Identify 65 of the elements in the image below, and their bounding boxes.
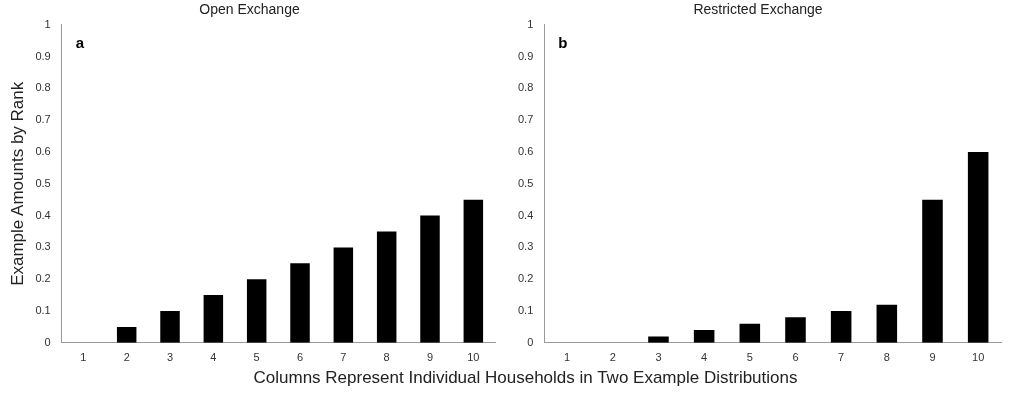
y-tick-label: 0.2 (517, 272, 534, 285)
x-tick-label: 1 (80, 351, 87, 364)
y-tick-label: 0.9 (35, 49, 51, 62)
x-tick-label: 4 (210, 351, 217, 364)
x-tick-label: 8 (883, 351, 890, 364)
bar (420, 215, 440, 343)
x-tick-label: 10 (972, 351, 985, 364)
x-axis-title: Columns Represent Individual Households in Two Example Distributions (252, 368, 799, 388)
x-tick-label: 2 (123, 351, 130, 364)
y-tick-label: 0.4 (517, 208, 534, 221)
y-tick-label: 0.7 (517, 113, 534, 126)
x-tick-label: 5 (746, 351, 753, 364)
x-tick-label: 3 (655, 351, 662, 364)
chart-title: Open Exchange (199, 1, 300, 18)
bar (376, 231, 397, 343)
y-tick-label: 0 (527, 335, 534, 348)
y-tick-label: 0.7 (35, 113, 51, 126)
y-tick-label: 0.9 (517, 49, 534, 62)
y-tick-label: 0.6 (35, 145, 51, 158)
x-tick-label: 6 (792, 351, 799, 364)
x-tick-label: 5 (253, 351, 260, 364)
bar (463, 199, 484, 343)
x-tick-label: 10 (467, 351, 480, 364)
y-tick-label: 0 (44, 335, 51, 348)
bar (290, 263, 310, 343)
bar (648, 336, 669, 343)
bar (333, 247, 354, 343)
bar (160, 311, 180, 343)
bar (876, 304, 898, 343)
bar (693, 330, 715, 343)
y-tick-label: 0.8 (35, 81, 51, 94)
y-tick-label: 1 (44, 17, 51, 30)
y-tick-label: 0.3 (35, 240, 51, 253)
x-tick-label: 9 (426, 351, 434, 364)
bar (922, 199, 943, 343)
bar (246, 279, 267, 343)
x-tick-label: 9 (929, 351, 936, 364)
bar (739, 323, 761, 343)
y-tick-label: 0.5 (35, 176, 51, 189)
x-tick-label: 6 (296, 351, 304, 364)
y-tick-label: 0.1 (35, 304, 51, 317)
y-tick-label: 0.3 (517, 240, 534, 253)
x-tick-label: 3 (166, 351, 174, 364)
y-axis-title: Example Amounts by Rank (7, 81, 27, 286)
y-tick-label: 1 (527, 17, 534, 30)
y-tick-label: 0.5 (517, 176, 534, 189)
bar (203, 295, 224, 343)
x-tick-label: 4 (701, 351, 708, 364)
annotation: b (558, 34, 568, 52)
y-tick-label: 0.6 (517, 145, 534, 158)
bar (967, 152, 989, 343)
y-tick-label: 0.2 (35, 272, 51, 285)
y-tick-label: 0.4 (35, 208, 51, 221)
bar (116, 326, 137, 343)
x-tick-label: 1 (564, 351, 571, 364)
x-tick-label: 7 (838, 351, 845, 364)
bar (785, 317, 806, 343)
x-tick-label: 8 (383, 351, 390, 364)
y-tick-label: 0.8 (517, 81, 534, 94)
bar (830, 311, 852, 343)
annotation: a (75, 34, 85, 52)
x-tick-label: 2 (609, 351, 616, 364)
y-tick-label: 0.1 (517, 304, 534, 317)
x-tick-label: 7 (340, 351, 347, 364)
chart-title: Restricted Exchange (693, 1, 823, 18)
